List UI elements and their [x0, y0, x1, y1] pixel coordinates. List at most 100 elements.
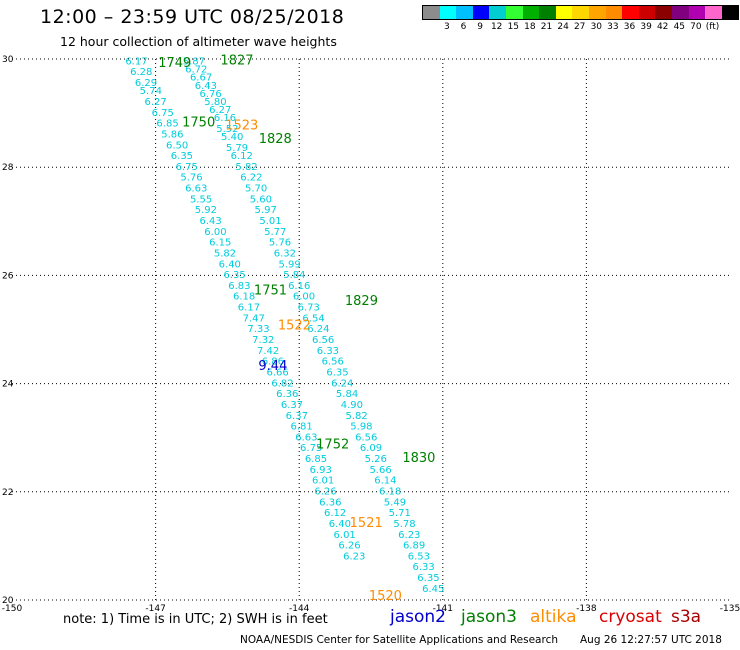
color-swatch [638, 6, 656, 19]
swh-data-label: 6.14 [374, 476, 396, 487]
x-tick-label: -144 [289, 604, 310, 614]
footer-note: note: 1) Time is in UTC; 2) SWH is in fe… [63, 612, 328, 627]
swh-data-label: 5.76 [269, 238, 291, 249]
swh-data-label: 6.40 [219, 259, 241, 270]
y-tick-label: 26 [2, 271, 14, 281]
x-tick-label: -135 [720, 604, 740, 614]
swh-data-label: 6.53 [408, 551, 430, 562]
swh-data-label: 6.00 [204, 227, 226, 238]
credit-line: NOAA/NESDIS Center for Satellite Applica… [240, 634, 558, 646]
color-swatch [439, 6, 457, 19]
satellite-legend-jason2: jason2 [390, 607, 446, 627]
swh-data-label: 7.33 [247, 324, 269, 335]
color-scale-tick-label: 39 [640, 22, 652, 32]
swh-data-label: 6.18 [233, 292, 255, 303]
swh-data-label: 7.32 [252, 335, 274, 346]
swh-data-label: 4.90 [341, 400, 363, 411]
color-swatch [705, 6, 722, 19]
satellite-legend-cryosat: cryosat [599, 607, 662, 627]
swh-data-label: 6.16 [288, 281, 310, 292]
swh-data-label: 6.35 [223, 270, 245, 281]
swh-data-label: 6.56 [312, 335, 334, 346]
color-swatch [572, 6, 589, 19]
swh-data-label: 5.92 [195, 205, 217, 216]
swh-data-label: 6.36 [276, 389, 298, 400]
swh-data-label: 6.22 [240, 173, 262, 184]
swh-data-label: 6.83 [228, 281, 250, 292]
track-id-label: 1751 [254, 283, 287, 298]
swh-data-label: 6.23 [343, 551, 365, 562]
satellite-legend-jason3: jason3 [461, 607, 517, 627]
swh-data-label: 6.12 [324, 508, 346, 519]
track-id-label: 9.44 [258, 359, 287, 374]
track-id-label: 1521 [350, 516, 383, 531]
satellite-legend-s3a: s3a [671, 607, 702, 627]
color-swatch [605, 6, 623, 19]
swh-data-label: 5.82 [214, 248, 236, 259]
swh-data-label: 6.16 [214, 113, 236, 124]
color-scale-tick-label: 45 [673, 22, 686, 32]
swh-data-label: 5.76 [180, 173, 202, 184]
track-id-label: 1830 [402, 451, 435, 466]
swh-data-label: 6.32 [274, 248, 296, 259]
color-swatch [489, 6, 506, 19]
color-swatch [688, 6, 706, 19]
swh-data-label: 6.26 [338, 541, 360, 552]
y-tick-label: 30 [2, 55, 14, 65]
track-id-label: 1752 [316, 438, 349, 453]
swh-data-label: 6.24 [307, 324, 329, 335]
x-tick-label: -138 [576, 604, 597, 614]
swh-data-label: 6.28 [130, 67, 152, 78]
swh-data-label: 5.99 [278, 259, 300, 270]
swh-data-label: 5.70 [245, 184, 267, 195]
color-scale-tick-label: 12 [490, 22, 503, 32]
color-scale-tick-label: 6 [460, 22, 467, 32]
swh-data-label: 6.24 [331, 378, 353, 389]
swh-data-label: 6.27 [209, 105, 231, 116]
swh-data-label: 6.85 [156, 119, 178, 130]
swh-data-label: 6.82 [271, 378, 293, 389]
y-tick-label: 22 [2, 488, 13, 498]
swh-data-label: 6.72 [185, 65, 207, 76]
swh-data-label: 6.23 [398, 530, 420, 541]
y-tick-label: 20 [2, 596, 14, 606]
swh-data-label: 6.56 [322, 357, 344, 368]
color-swatch [522, 6, 540, 19]
color-scale-tick-label: 9 [477, 22, 483, 32]
swh-data-label: 6.76 [200, 89, 222, 100]
swh-data-label: 5.26 [365, 454, 387, 465]
swh-data-label: 6.12 [231, 151, 253, 162]
track-id-label: 1750 [182, 116, 215, 131]
swh-data-label: 5.60 [250, 194, 272, 205]
swh-data-label: 6.35 [417, 573, 439, 584]
satellite-legend-altika: altika [530, 607, 577, 627]
x-tick-label: -141 [433, 604, 453, 614]
swh-data-label: 6.67 [190, 73, 212, 84]
swh-data-label: 6.00 [293, 292, 315, 303]
track-id-label: 1749 [158, 56, 191, 71]
swh-data-label: 6.63 [185, 184, 207, 195]
swh-data-label: 6.17 [125, 56, 147, 67]
track-id-label: 1523 [225, 118, 258, 133]
swh-data-label: 5.52 [216, 124, 238, 135]
swh-data-label: 6.75 [152, 108, 174, 119]
swh-data-label: 6.18 [379, 487, 401, 498]
swh-data-label: 5.40 [221, 132, 243, 143]
swh-data-label: 6.15 [209, 238, 231, 249]
swh-data-label: 5.79 [226, 143, 248, 154]
color-swatch [622, 6, 639, 19]
swh-data-label: 5.87 [183, 56, 205, 67]
chart-subtitle: 12 hour collection of altimeter wave hei… [60, 34, 337, 49]
color-scale-tick-label: 3 [444, 22, 450, 32]
swh-data-label: 7.47 [243, 313, 265, 324]
color-swatch [655, 6, 672, 19]
color-scale-tick-label: 36 [623, 22, 636, 32]
x-tick-label: -147 [145, 604, 165, 614]
chart-title: 12:00 – 23:59 UTC 08/25/2018 [40, 6, 345, 28]
swh-data-label: 6.17 [238, 303, 260, 314]
swh-data-label: 6.33 [317, 346, 339, 357]
color-swatch [721, 6, 739, 19]
track-id-label: 1828 [259, 132, 292, 147]
swh-data-label: 6.93 [310, 465, 332, 476]
color-scale-tick-label: 27 [573, 22, 586, 32]
